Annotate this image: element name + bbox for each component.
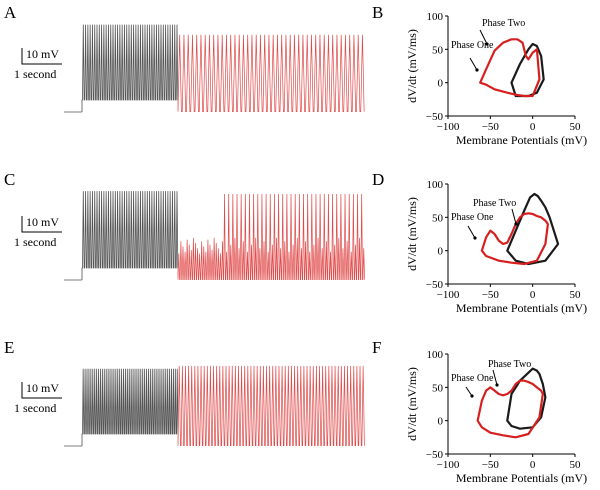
- trace-treated-segment: [177, 194, 365, 280]
- x-tick-label: 0: [530, 289, 536, 301]
- x-axis-label: Membrane Potentials (mV): [456, 471, 587, 485]
- trace-treated-segment: [177, 365, 365, 446]
- annotation-arrowhead: [475, 68, 479, 72]
- y-tick-label: 50: [432, 44, 444, 56]
- phase-loop-treated: [479, 38, 541, 98]
- scale-voltage-label: 10 mV: [26, 215, 59, 229]
- annotation-arrow: [467, 225, 476, 239]
- panel-label-c: C: [4, 170, 15, 189]
- phase-loop-control: [506, 192, 560, 266]
- annotation-phase-two: Phase Two: [482, 18, 525, 29]
- x-tick-label: −100: [437, 289, 460, 301]
- annotation-arrow: [469, 57, 478, 71]
- y-axis-label: dV/dt (mV/ms): [405, 197, 419, 271]
- annotation-arrowhead: [470, 394, 474, 398]
- phase-loop-control: [506, 367, 547, 430]
- scale-bar-lines: [21, 216, 62, 233]
- annotation-phase-one: Phase One: [451, 373, 494, 384]
- trace-panel-a: [64, 24, 365, 113]
- trace-panel-e: [64, 365, 365, 447]
- scale-voltage-label: 10 mV: [26, 381, 59, 395]
- y-tick-label: 50: [432, 212, 444, 224]
- panel-label-d: D: [372, 170, 384, 189]
- phase-loop-treated: [480, 212, 550, 266]
- y-axis-label: dV/dt (mV/ms): [405, 29, 419, 103]
- y-tick-label: 100: [427, 11, 444, 23]
- y-tick-label: −50: [426, 279, 444, 291]
- panel-label-a: A: [4, 3, 17, 22]
- scale-bar-a: 10 mV 1 second: [14, 47, 62, 81]
- annotation-arrowhead: [485, 42, 489, 46]
- y-tick-label: −50: [426, 111, 444, 123]
- x-tick-label: 50: [570, 459, 582, 471]
- scale-bar-lines: [21, 48, 62, 65]
- y-tick-label: 100: [427, 179, 444, 191]
- scale-time-label: 1 second: [14, 401, 56, 415]
- trace-control-segment: [81, 368, 179, 446]
- panel-label-f: F: [372, 338, 381, 357]
- trace-control-segment: [81, 24, 179, 112]
- y-tick-label: 100: [427, 349, 444, 361]
- x-axis-label: Membrane Potentials (mV): [456, 133, 587, 147]
- x-axis-label: Membrane Potentials (mV): [456, 301, 587, 315]
- trace-control-segment: [81, 191, 179, 280]
- annotation-arrow: [465, 386, 473, 397]
- annotation-phase-one: Phase One: [451, 212, 494, 223]
- annotation-arrowhead: [514, 222, 518, 226]
- x-tick-label: 50: [570, 289, 582, 301]
- x-tick-label: 50: [570, 121, 582, 133]
- annotation-arrowhead: [473, 236, 477, 240]
- y-tick-label: 50: [432, 382, 444, 394]
- panel-label-b: B: [372, 3, 383, 22]
- scale-bar-e: 10 mV 1 second: [14, 381, 62, 415]
- x-tick-label: −50: [482, 289, 500, 301]
- annotation-phase-two: Phase Two: [473, 198, 516, 209]
- scale-time-label: 1 second: [14, 67, 56, 81]
- y-tick-label: −50: [426, 449, 444, 461]
- annotation-arrowhead: [495, 383, 499, 387]
- annotation-phase-two: Phase Two: [488, 359, 531, 370]
- annotation-arrow: [479, 29, 488, 45]
- y-tick-label: 0: [438, 416, 444, 428]
- y-tick-label: 0: [438, 246, 444, 258]
- scale-bar-lines: [21, 382, 62, 399]
- phase-loop-treated: [476, 379, 544, 439]
- y-axis-label: dV/dt (mV/ms): [405, 367, 419, 441]
- x-tick-label: 0: [530, 459, 536, 471]
- y-tick-label: 0: [438, 78, 444, 90]
- trace-panel-c: [64, 191, 365, 281]
- annotation-arrow: [511, 208, 517, 225]
- axes-frame: [447, 16, 575, 117]
- panel-label-e: E: [4, 338, 14, 357]
- annotation-arrow: [492, 369, 498, 386]
- x-tick-label: −100: [437, 121, 460, 133]
- x-tick-label: 0: [530, 121, 536, 133]
- scale-voltage-label: 10 mV: [26, 47, 59, 61]
- scale-bar-c: 10 mV 1 second: [14, 215, 62, 249]
- trace-treated-segment: [177, 34, 365, 112]
- scale-time-label: 1 second: [14, 235, 56, 249]
- x-tick-label: −50: [482, 459, 500, 471]
- x-tick-label: −50: [482, 121, 500, 133]
- annotation-phase-one: Phase One: [451, 40, 494, 51]
- x-tick-label: −100: [437, 459, 460, 471]
